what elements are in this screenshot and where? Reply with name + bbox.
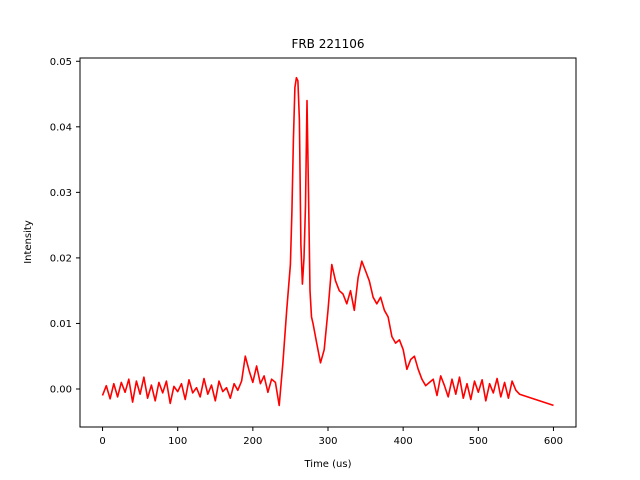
plot-layer <box>101 76 554 407</box>
y-tick-label: 0.02 <box>50 253 72 264</box>
x-tick-label: 300 <box>318 436 337 447</box>
x-tick-label: 600 <box>544 436 563 447</box>
x-axis-label: Time (us) <box>303 459 351 470</box>
chart-title: FRB 221106 <box>291 37 364 51</box>
x-axis-ticks: 0 100 200 300 400 500 600 <box>99 427 563 447</box>
x-tick-label: 500 <box>469 436 488 447</box>
y-tick-label: 0.01 <box>50 319 72 330</box>
y-tick-label: 0.03 <box>50 188 72 199</box>
y-tick-label: 0.04 <box>50 122 72 133</box>
y-tick-label: 0.05 <box>50 57 72 68</box>
x-tick-label: 400 <box>394 436 413 447</box>
x-tick-label: 100 <box>168 436 187 447</box>
x-tick-label: 0 <box>99 436 105 447</box>
y-axis-ticks: 0.00 0.01 0.02 0.03 0.04 0.05 <box>50 57 80 395</box>
y-axis-label: Intensity <box>23 220 34 264</box>
y-tick-label: 0.00 <box>50 384 72 395</box>
series-line <box>101 76 554 407</box>
x-tick-label: 200 <box>243 436 262 447</box>
